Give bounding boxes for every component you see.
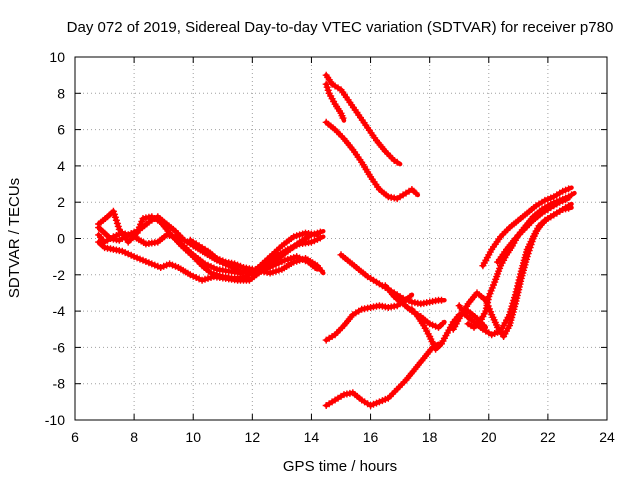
- series-arc-16: [479, 185, 574, 270]
- x-tick-label: 14: [304, 429, 320, 445]
- x-tick-label: 24: [599, 429, 615, 445]
- y-tick-label: -4: [53, 303, 66, 319]
- x-tick-label: 16: [363, 429, 379, 445]
- series-arc-5: [186, 236, 326, 277]
- series-markers: [322, 118, 420, 203]
- series-markers: [322, 80, 347, 122]
- x-tick-label: 20: [481, 429, 497, 445]
- y-axis: -10 -8 -6 -4 -2 0 2 4 6 8 10: [45, 49, 607, 428]
- y-tick-label: -6: [53, 339, 66, 355]
- series-markers: [186, 236, 325, 277]
- y-tick-label: -8: [53, 376, 66, 392]
- y-tick-label: 2: [57, 194, 65, 210]
- sdtvar-series-group: [95, 71, 577, 409]
- x-tick-label: 8: [130, 429, 138, 445]
- chart-title: Day 072 of 2019, Sidereal Day-to-day VTE…: [67, 19, 614, 36]
- series-arc-6: [322, 71, 403, 167]
- series-markers: [479, 185, 573, 270]
- series-arc-17: [455, 204, 574, 339]
- series-markers: [337, 251, 445, 308]
- series-arc-18: [494, 196, 571, 266]
- x-axis: 6 8 10 12 14 16 18 20 22 24: [71, 57, 615, 445]
- y-tick-label: -2: [53, 267, 66, 283]
- x-tick-label: 10: [185, 429, 201, 445]
- x-tick-label: 12: [245, 429, 261, 445]
- x-tick-label: 22: [540, 429, 556, 445]
- y-tick-label: 4: [57, 158, 65, 174]
- y-axis-label: SDTVAR / TECUs: [6, 178, 23, 298]
- series-markers: [494, 196, 570, 266]
- y-tick-label: 0: [57, 231, 65, 247]
- series-arc-7: [322, 80, 347, 123]
- x-tick-label: 18: [422, 429, 438, 445]
- series-arc-8: [322, 118, 421, 203]
- series-markers: [322, 342, 440, 409]
- x-tick-label: 6: [71, 429, 79, 445]
- series-arc-11: [337, 251, 447, 308]
- y-tick-label: 10: [49, 49, 65, 65]
- series-arc-10: [322, 341, 441, 409]
- y-tick-label: 8: [57, 85, 65, 101]
- x-axis-label: GPS time / hours: [283, 458, 397, 475]
- series-markers: [455, 204, 573, 339]
- series-markers: [322, 71, 401, 166]
- y-tick-label: -10: [45, 412, 65, 428]
- y-tick-label: 6: [57, 122, 65, 138]
